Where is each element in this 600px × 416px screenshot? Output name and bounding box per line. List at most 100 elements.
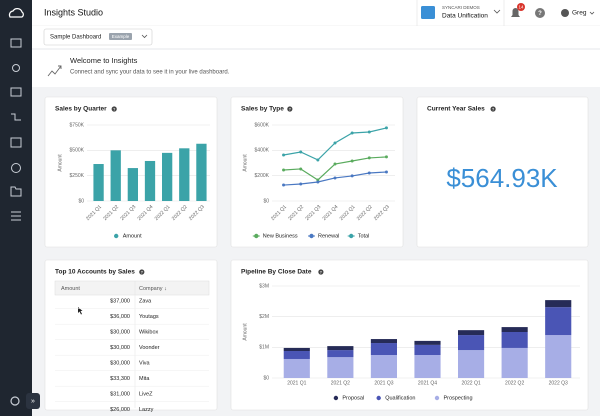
bell-icon[interactable] <box>511 8 520 17</box>
point <box>350 174 354 178</box>
legend-swatch <box>309 233 314 239</box>
point <box>299 182 303 186</box>
bar-segment <box>545 300 572 308</box>
y-tick-label: $0 <box>263 375 269 381</box>
bar <box>179 148 190 201</box>
settings-icon[interactable] <box>10 396 20 406</box>
legend-label: Proposal <box>342 395 364 401</box>
info-icon <box>287 106 293 112</box>
cell-company: Viva <box>139 360 151 366</box>
point <box>350 159 354 163</box>
app-title: Insights Studio <box>44 7 103 17</box>
sidebar <box>0 0 32 416</box>
info-icon <box>139 269 145 275</box>
nav-gauge[interactable] <box>11 163 21 173</box>
workspace-name[interactable]: Data Unification <box>442 13 488 20</box>
point <box>282 168 286 172</box>
chart-title: Sales by Quarter <box>55 106 107 113</box>
column-header: Amount <box>61 286 80 292</box>
cell-amount: $30,000 <box>110 360 130 366</box>
info-mark: ? <box>113 107 115 111</box>
cards <box>44 96 589 411</box>
nav-dashboard[interactable] <box>10 38 22 48</box>
cell-amount: $30,000 <box>110 345 130 351</box>
dashboard-name[interactable]: Sample Dashboard <box>50 35 101 41</box>
y-tick-label: $750K <box>70 122 85 128</box>
bar-segment <box>501 332 528 348</box>
nav-folder[interactable] <box>10 186 22 197</box>
x-tick-label: 2022 Q2 <box>505 380 524 386</box>
bar-segment <box>327 350 354 358</box>
nav-list[interactable] <box>11 211 21 221</box>
x-tick-label: 2021 Q2 <box>331 380 350 386</box>
bar-segment <box>370 339 397 344</box>
cell-amount: $37,000 <box>110 298 130 304</box>
select-chevron[interactable] <box>141 34 148 39</box>
bar-segment <box>327 346 354 351</box>
welcome-title: Welcome to Insights <box>70 56 138 65</box>
welcome-banner <box>32 50 600 87</box>
legend-swatch <box>254 233 259 239</box>
point <box>367 171 371 175</box>
user-name[interactable]: Greg <box>572 10 587 17</box>
kpi-title: Current Year Sales <box>427 106 485 113</box>
point <box>333 141 337 145</box>
help-icon[interactable] <box>535 8 545 18</box>
y-tick-label: $3M <box>259 283 269 289</box>
y-tick-label: $1M <box>259 345 269 351</box>
info-mark: ? <box>492 107 494 111</box>
column-header: Company ↓ <box>139 286 167 292</box>
bar-segment <box>501 327 528 332</box>
point <box>316 180 320 184</box>
collapse-button[interactable] <box>26 393 40 409</box>
bar-segment <box>501 347 528 378</box>
org-name[interactable]: SYNCARI DEMOS <box>442 5 480 10</box>
y-tick-label: $400K <box>255 148 270 154</box>
nav-graph[interactable] <box>12 64 20 72</box>
point <box>384 170 388 174</box>
y-tick-label: $2M <box>259 314 269 320</box>
y-tick-label: $500K <box>70 148 85 154</box>
info-mark: ? <box>289 107 291 111</box>
collapse-icon[interactable]: » <box>31 398 35 405</box>
bar-segment <box>370 343 397 355</box>
workspace-icon[interactable] <box>421 6 435 19</box>
point <box>367 156 371 160</box>
card <box>44 259 218 411</box>
x-tick-label: 2022 Q3 <box>549 380 568 386</box>
welcome-icon <box>47 65 62 77</box>
y-tick-label: $600K <box>255 122 270 128</box>
help-mark[interactable]: ? <box>538 11 542 17</box>
dashboard-badge-text: Example <box>112 34 130 39</box>
notification-count[interactable]: 14 <box>518 4 524 9</box>
bar-segment <box>458 335 485 351</box>
info-icon <box>490 106 496 112</box>
welcome-subtitle: Connect and sync your data to see it in … <box>70 70 230 76</box>
avatar[interactable] <box>561 9 569 17</box>
bar <box>127 168 138 201</box>
logo[interactable] <box>8 8 24 18</box>
point <box>333 162 337 166</box>
legend-label: New Business <box>263 233 298 239</box>
chart-title: Sales by Type <box>241 106 284 113</box>
notification-badge[interactable] <box>517 3 525 11</box>
bar-segment <box>414 340 441 345</box>
header <box>32 0 600 26</box>
toolbar <box>32 26 600 48</box>
bar-segment <box>414 355 441 378</box>
nav-flow[interactable] <box>11 113 21 121</box>
user-chevron[interactable] <box>589 11 595 15</box>
cell-company: Lazzy <box>139 407 154 413</box>
cell-company: Wikibox <box>139 329 159 335</box>
bar <box>162 152 173 201</box>
x-tick-label: 2021 Q4 <box>418 380 437 386</box>
nav-data[interactable] <box>10 137 22 148</box>
point <box>384 126 388 130</box>
x-tick-label: 2021 Q1 <box>287 380 306 386</box>
point <box>333 176 337 180</box>
nav-table[interactable] <box>10 87 22 97</box>
bar <box>144 160 156 201</box>
workspace-chevron[interactable] <box>493 9 501 14</box>
y-tick-label: $0 <box>263 198 269 204</box>
legend-label: Total <box>358 233 370 239</box>
